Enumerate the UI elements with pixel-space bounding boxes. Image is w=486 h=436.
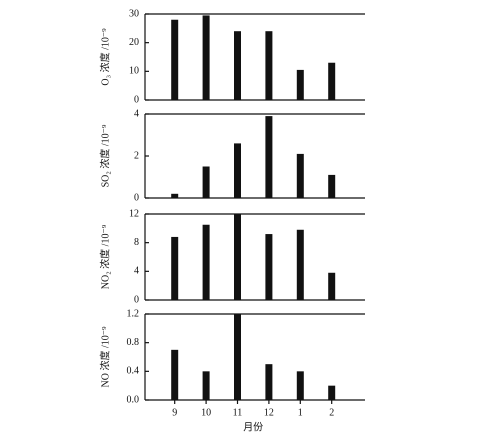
y-axis-label: NO 浓度 /10⁻⁹ (98, 326, 111, 387)
x-tick-label: 9 (172, 407, 177, 418)
bar (171, 236, 179, 300)
bar (202, 15, 210, 100)
y-axis-label: SO₂ 浓度 /10⁻⁹ (98, 124, 111, 187)
y-tick-label: 4 (134, 266, 139, 277)
x-axis-label: 月份 (243, 421, 263, 433)
bar (234, 31, 241, 101)
y-tick-label: 10 (129, 66, 139, 77)
y-tick-label: 30 (129, 8, 139, 19)
x-tick-label: 2 (329, 407, 334, 418)
x-tick-label: 1 (298, 407, 303, 418)
bar (296, 371, 304, 400)
bar (328, 272, 336, 300)
y-tick-label: 2 (134, 150, 139, 161)
bar (234, 314, 241, 400)
x-tick-label: 11 (233, 407, 243, 418)
bar (234, 143, 241, 198)
x-tick-label: 10 (201, 407, 211, 418)
y-tick-label: 0.4 (127, 366, 140, 377)
y-tick-label: 0 (134, 294, 139, 305)
bar (296, 69, 304, 100)
y-tick-label: 1.2 (127, 308, 140, 319)
bar (202, 224, 210, 300)
bar (328, 174, 336, 198)
bar (202, 166, 210, 198)
bar (265, 116, 273, 198)
y-tick-label: 12 (129, 208, 139, 219)
y-tick-label: 0.8 (127, 337, 140, 348)
y-tick-label: 0 (134, 94, 139, 105)
bar (265, 364, 273, 400)
bar (328, 385, 336, 400)
x-tick-label: 12 (264, 407, 274, 418)
bar (328, 62, 336, 100)
y-axis-label: O₃ 浓度 /10⁻⁹ (98, 28, 111, 86)
y-tick-label: 20 (129, 37, 139, 48)
bar (171, 193, 179, 198)
bar (171, 349, 179, 400)
bar (265, 234, 273, 300)
bar (296, 229, 304, 300)
bar (265, 31, 273, 101)
y-axis-label: NO₂ 浓度 /10⁻⁹ (98, 224, 111, 289)
y-tick-label: 0 (134, 192, 139, 203)
bar (234, 214, 241, 300)
bar (296, 153, 304, 198)
y-tick-label: 4 (134, 108, 139, 119)
y-tick-label: 0.0 (127, 394, 140, 405)
bar (202, 371, 210, 400)
bar (171, 19, 179, 100)
y-tick-label: 8 (134, 237, 139, 248)
